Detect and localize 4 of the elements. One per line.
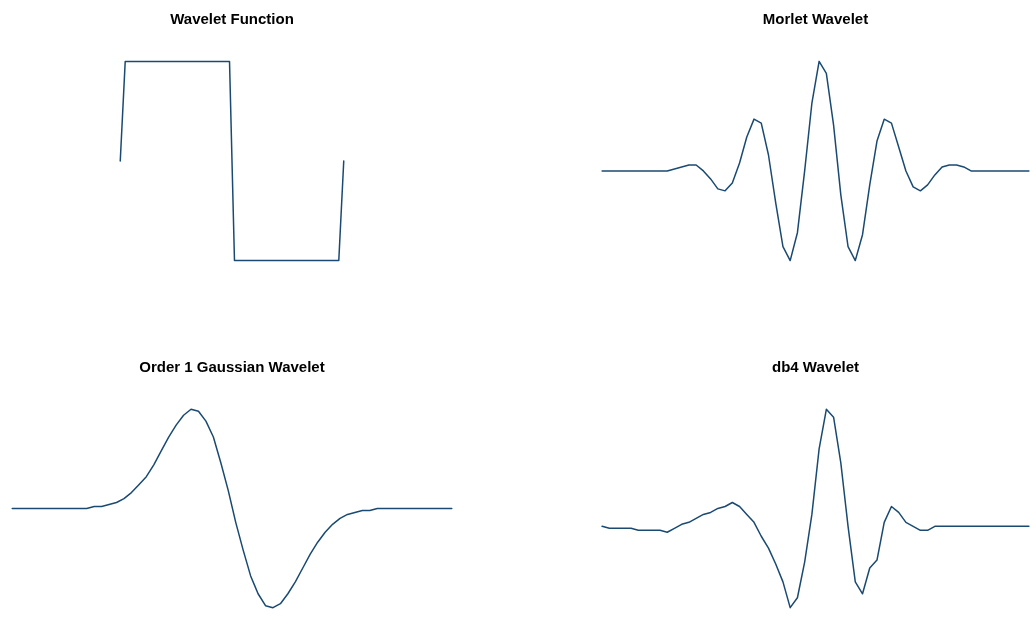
chart-title: Order 1 Gaussian Wavelet bbox=[139, 357, 325, 375]
chart-title: Morlet Wavelet bbox=[762, 9, 869, 27]
chart-title: Wavelet Function bbox=[170, 9, 294, 27]
chart-title: db4 Wavelet bbox=[772, 357, 859, 375]
